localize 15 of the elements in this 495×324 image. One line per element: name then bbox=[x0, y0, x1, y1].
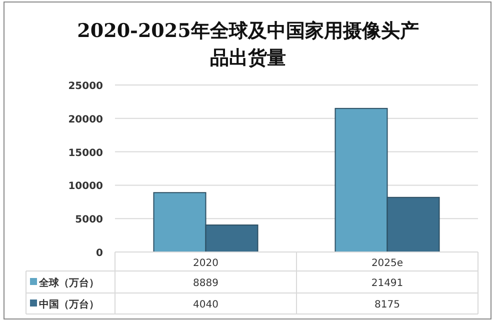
y-tick-label: 0 bbox=[96, 248, 104, 259]
x-tick-label: 2025e bbox=[371, 258, 404, 269]
y-tick-label: 5000 bbox=[75, 214, 104, 226]
x-tick-label: 2020 bbox=[193, 258, 218, 269]
legend-label: 全球（万台） bbox=[38, 277, 99, 289]
y-tick-label: 10000 bbox=[68, 181, 104, 192]
data-label: 21491 bbox=[371, 278, 404, 289]
data-label: 8175 bbox=[374, 300, 400, 310]
legend-label: 中国（万台） bbox=[39, 298, 99, 310]
y-tick-label: 15000 bbox=[68, 148, 104, 159]
data-label: 8889 bbox=[193, 278, 218, 289]
chart-title: 2020-2025年全球及中国家用摄像头产品出货量 bbox=[77, 20, 419, 69]
data-label: 4040 bbox=[193, 300, 218, 310]
y-tick-label: 20000 bbox=[68, 114, 104, 126]
y-tick-label: 25000 bbox=[68, 81, 104, 92]
